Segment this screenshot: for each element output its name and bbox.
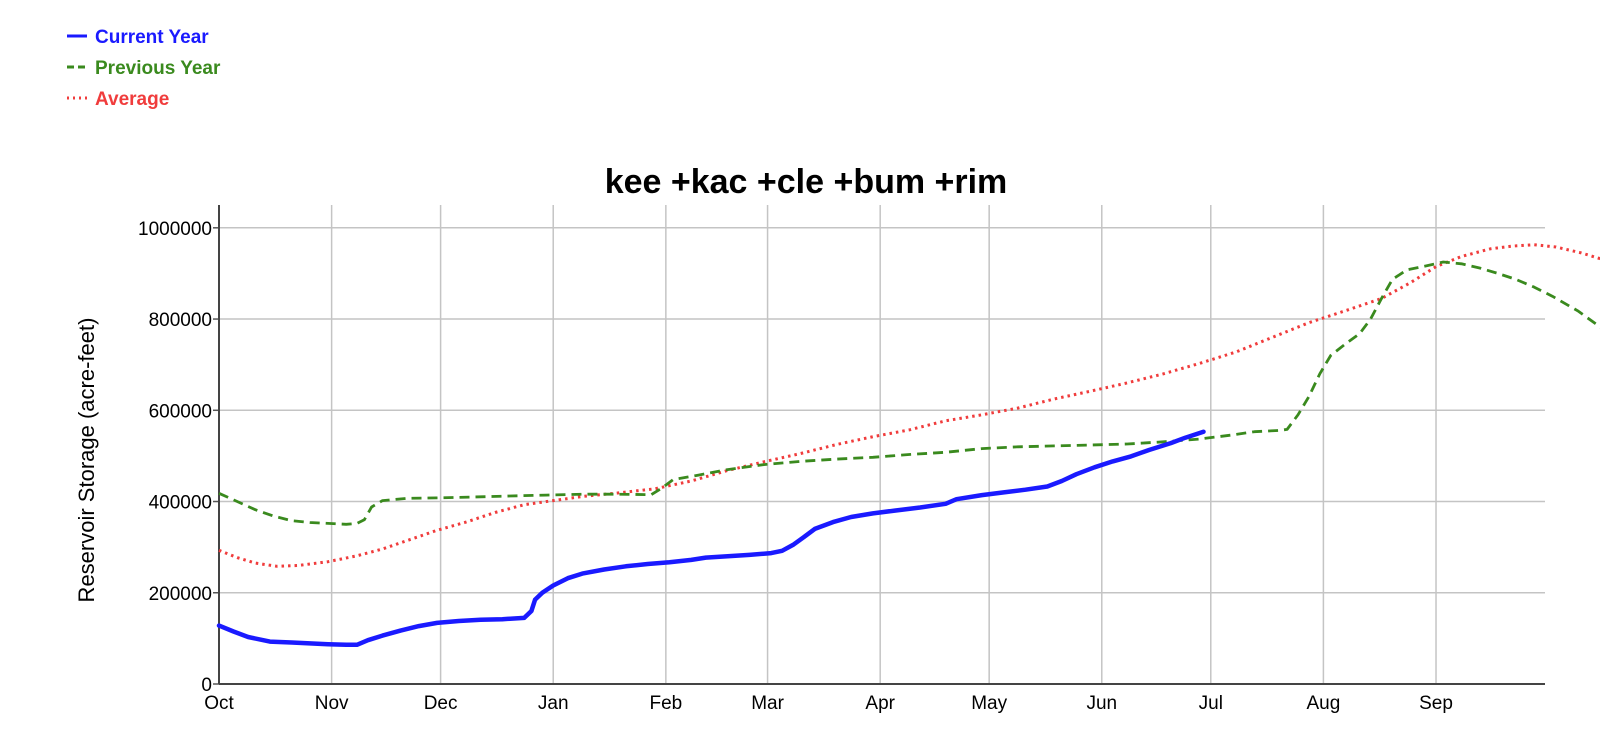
legend: Current Year Previous Year Average [67, 27, 221, 110]
legend-label-previous-year: Previous Year [95, 58, 221, 79]
legend-label-current-year: Current Year [95, 27, 209, 48]
legend-item-current-year: Current Year [67, 27, 209, 48]
x-tick-label: Aug [1306, 693, 1340, 714]
series-line-previous-year [218, 260, 1600, 526]
y-tick-label: 1000000 [138, 219, 212, 240]
series-line-current-year [216, 429, 1206, 648]
legend-item-average: Average [67, 89, 169, 110]
y-tick-label: 0 [201, 675, 212, 696]
x-tick-label: Sep [1419, 693, 1453, 714]
x-tick-label: Jun [1086, 693, 1117, 714]
x-tick-label: May [971, 693, 1007, 714]
tick-labels: 0 200000 400000 600000 800000 1000000 Oct Nov De… [138, 219, 1453, 714]
x-tick-label: Jul [1199, 693, 1223, 714]
x-tick-label: Nov [315, 693, 349, 714]
chart-title: kee +kac +cle +bum +rim [605, 163, 1008, 201]
x-tick-label: Oct [204, 693, 234, 714]
y-tick-label: 800000 [149, 310, 212, 331]
x-tick-label: Dec [424, 693, 458, 714]
y-axis-label: Reservoir Storage (acre-feet) [74, 318, 99, 603]
x-tick-label: Apr [865, 693, 895, 714]
y-tick-label: 200000 [149, 584, 212, 605]
axes [213, 205, 1545, 685]
legend-label-average: Average [95, 89, 169, 110]
y-tick-label: 600000 [149, 401, 212, 422]
x-tick-label: Mar [751, 693, 784, 714]
series-line-average [218, 243, 1600, 568]
series-lines [216, 243, 1600, 648]
legend-item-previous-year: Previous Year [67, 58, 221, 79]
x-tick-label: Jan [538, 693, 569, 714]
x-tick-label: Feb [649, 693, 682, 714]
gridlines [219, 205, 1545, 684]
y-tick-label: 400000 [149, 493, 212, 514]
